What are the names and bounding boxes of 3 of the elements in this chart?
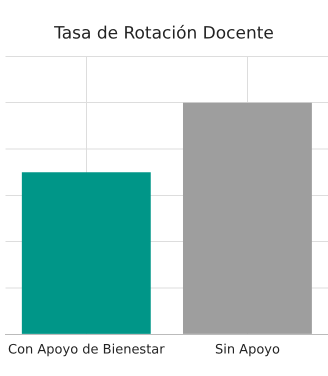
x-tick-label: Con Apoyo de Bienestar [8,342,166,358]
chart-title: Tasa de Rotación Docente [53,24,274,44]
x-tick-label: Sin Apoyo [214,342,280,358]
